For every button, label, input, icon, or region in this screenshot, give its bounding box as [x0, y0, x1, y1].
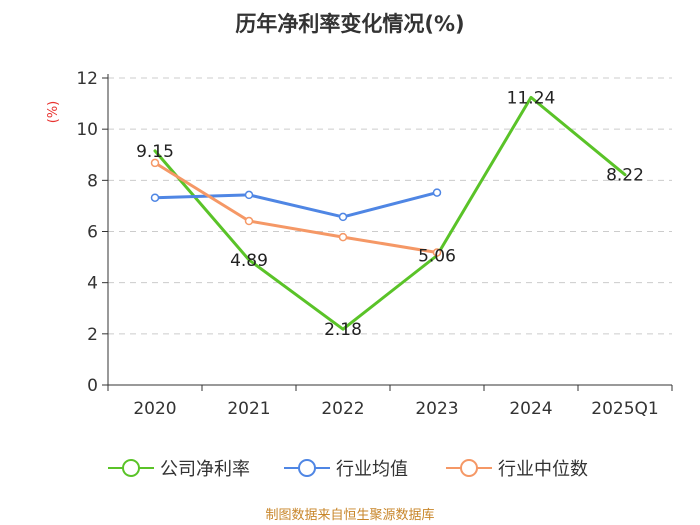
series-3-point — [244, 216, 254, 226]
series-line-2 — [153, 191, 439, 219]
series-2-point — [338, 212, 348, 222]
legend[interactable]: 公司净利率 行业均值 行业中位数 — [108, 459, 588, 480]
data-label: 9.15 — [136, 142, 174, 162]
legend-item-2[interactable]: 行业均值 — [284, 459, 408, 480]
legend-item-3[interactable]: 行业中位数 — [446, 459, 588, 480]
series-2-point — [244, 190, 254, 200]
data-label: 2.18 — [324, 320, 362, 340]
y-tick-label: 6 — [87, 223, 98, 243]
y-tick-label: 0 — [87, 376, 98, 396]
y-tick-label: 4 — [87, 274, 98, 294]
y-tick-label: 12 — [76, 69, 98, 89]
series-3-point — [338, 232, 348, 242]
x-tick-label: 2021 — [227, 399, 270, 419]
x-tick-label: 2024 — [509, 399, 552, 419]
y-axis-unit-label: (%) — [46, 101, 61, 124]
legend-label: 公司净利率 — [160, 459, 250, 480]
legend-marker — [298, 459, 316, 477]
axes: 0 2 4 6 8 10 12 2020 2021 2022 2023 2024 2025Q1 — [76, 69, 673, 419]
series-3-point — [432, 248, 442, 257]
x-tick-label: 2022 — [321, 399, 364, 419]
chart-title: 历年净利率变化情况(%) — [235, 12, 464, 36]
series-line-1 — [153, 95, 627, 331]
legend-marker — [460, 459, 478, 477]
x-tick-label: 2020 — [133, 399, 176, 419]
data-labels: 9.15 4.89 2.18 5.06 11.24 8.22 — [136, 88, 644, 340]
series-2-point — [150, 193, 160, 202]
source-note: 制图数据来自恒生聚源数据库 — [265, 507, 434, 523]
series-layer — [150, 95, 627, 331]
x-tick-label: 2023 — [415, 399, 458, 419]
y-tick-label: 10 — [76, 120, 98, 140]
legend-item-1[interactable]: 公司净利率 — [108, 459, 250, 480]
legend-label: 行业中位数 — [498, 459, 588, 480]
data-label: 11.24 — [507, 88, 556, 108]
y-tick-label: 8 — [87, 171, 98, 191]
x-tick-label: 2025Q1 — [591, 399, 658, 419]
data-label: 5.06 — [418, 247, 456, 267]
grid-layer — [108, 77, 672, 335]
legend-marker — [122, 459, 140, 477]
legend-label: 行业均值 — [336, 459, 408, 480]
data-label: 8.22 — [606, 166, 644, 186]
data-label: 4.89 — [230, 251, 268, 271]
series-line-3 — [153, 161, 439, 254]
series-3-point — [150, 158, 160, 168]
y-tick-label: 2 — [87, 325, 98, 345]
series-2-point — [432, 188, 442, 197]
